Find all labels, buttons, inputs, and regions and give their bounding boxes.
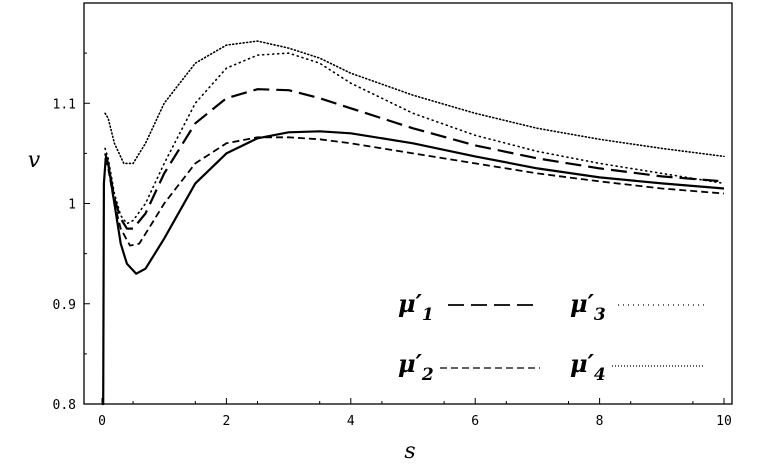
y-tick-label: 1 xyxy=(68,198,76,213)
y-tick-label: 0.9 xyxy=(53,298,76,313)
legend-label-mu3: μ′3 xyxy=(570,289,606,325)
x-axis-ticks: 0 2 4 6 8 10 xyxy=(98,398,732,429)
x-axis-label: s xyxy=(404,439,415,464)
y-axis-label: v xyxy=(28,148,41,173)
x-tick-label: 10 xyxy=(716,414,732,429)
x-tick-label: 6 xyxy=(471,414,479,429)
legend-entry-mu1: μ′1 xyxy=(398,289,540,325)
legend: μ′1 μ′3 μ′2 μ′4 xyxy=(398,289,705,385)
legend-label-mu1: μ′1 xyxy=(398,289,434,325)
series-line-short-dash xyxy=(104,136,725,247)
legend-entry-mu3: μ′3 xyxy=(570,289,705,325)
series-layer xyxy=(102,40,725,406)
y-axis-ticks: 0.8 0.9 1 1.1 xyxy=(53,52,90,413)
y-tick-label: 0.8 xyxy=(53,398,76,413)
legend-entry-mu2: μ′2 xyxy=(398,349,540,385)
x-tick-label: 4 xyxy=(347,414,355,429)
legend-entry-mu4: μ′4 xyxy=(570,349,705,385)
x-tick-label: 0 xyxy=(98,414,106,429)
series-line-sparse-dot xyxy=(104,52,725,225)
series-line-dense-dot xyxy=(104,40,725,165)
legend-label-mu4: μ′4 xyxy=(570,349,606,385)
x-tick-label: 2 xyxy=(222,414,230,429)
x-tick-label: 8 xyxy=(596,414,604,429)
y-tick-label: 1.1 xyxy=(53,97,76,112)
legend-label-mu2: μ′2 xyxy=(398,349,434,385)
series-line-long-dash xyxy=(104,88,725,230)
